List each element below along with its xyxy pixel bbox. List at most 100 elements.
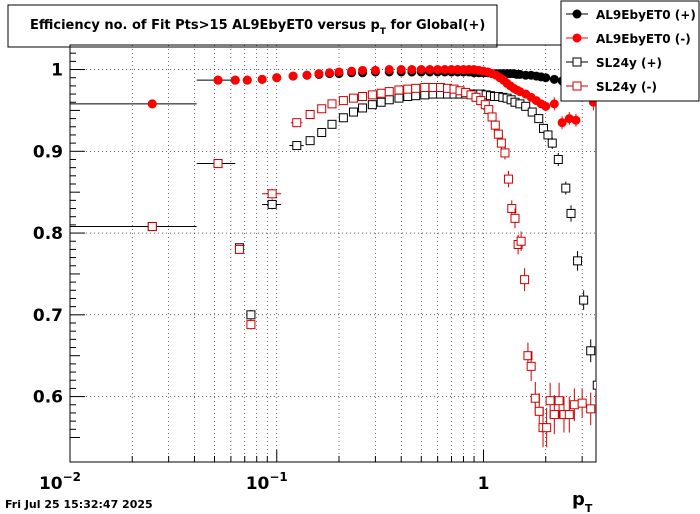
data-point: [358, 92, 368, 102]
data-point: [534, 406, 544, 416]
data-point: [543, 130, 553, 140]
data-point: [358, 103, 368, 113]
data-point: [338, 113, 348, 123]
data-point: [394, 85, 404, 95]
legend-entry: AL9EbyET0 (+): [566, 8, 696, 22]
data-point: [327, 99, 337, 109]
data-point: [416, 65, 426, 75]
data-point: [500, 148, 510, 158]
data-point: [288, 71, 298, 81]
data-point: [384, 65, 394, 75]
data-point: [586, 404, 596, 414]
data-point: [549, 74, 559, 84]
y-tick-label: 0.7: [33, 306, 63, 326]
grid-lines: [69, 45, 596, 462]
data-point: [213, 75, 223, 85]
y-tick-label: 1: [51, 61, 63, 81]
data-point: [338, 96, 348, 106]
data-point: [549, 99, 559, 109]
legend-marker: [572, 81, 582, 91]
data-point: [302, 70, 312, 80]
data-point: [571, 115, 581, 125]
data-point: [367, 100, 377, 110]
data-point: [490, 120, 500, 130]
data-marks: [70, 65, 607, 448]
data-point: [246, 310, 256, 320]
data-point: [242, 75, 252, 85]
data-point: [516, 236, 526, 246]
data-point: [526, 361, 536, 371]
data-point: [599, 383, 607, 391]
data-point: [317, 127, 327, 137]
data-point: [403, 84, 413, 94]
series-1: [147, 65, 596, 130]
data-point: [147, 99, 157, 109]
data-point: [564, 410, 574, 420]
data-point: [503, 174, 513, 184]
data-point: [586, 346, 596, 356]
legend-entry: SL24y (-): [566, 80, 657, 94]
tick-labels: 0.6 0.7 0.8 0.9 1 10−2 10−1 1: [33, 61, 490, 494]
data-point: [425, 65, 435, 75]
series-3: [147, 83, 596, 448]
legend-label: SL24y (-): [596, 80, 657, 94]
data-point: [257, 74, 267, 84]
data-point: [569, 400, 579, 410]
data-point: [520, 275, 530, 285]
data-point: [370, 65, 380, 75]
data-point: [484, 105, 494, 115]
data-point: [493, 129, 503, 139]
x-tick-label: 10−2: [39, 470, 81, 494]
data-point: [213, 159, 223, 169]
data-point: [384, 95, 394, 105]
data-point: [384, 87, 394, 97]
data-point: [496, 138, 506, 148]
data-point: [530, 393, 540, 403]
data-point: [547, 138, 557, 148]
data-point: [534, 114, 544, 124]
data-point: [403, 92, 413, 102]
data-point: [230, 75, 240, 85]
data-point: [367, 90, 377, 100]
data-point: [267, 199, 277, 209]
title-box: [7, 4, 498, 48]
data-point: [561, 183, 571, 193]
data-point: [348, 93, 358, 103]
data-point: [527, 107, 537, 117]
data-point: [411, 83, 421, 93]
data-point: [411, 91, 421, 101]
data-point: [541, 73, 551, 83]
data-point: [507, 204, 517, 214]
axis-ticks: [69, 44, 583, 462]
data-point: [566, 208, 576, 218]
data-point: [358, 65, 368, 75]
data-point: [272, 73, 282, 83]
data-point: [428, 83, 438, 93]
data-point: [376, 97, 386, 107]
data-point: [545, 396, 555, 406]
legend: AL9EbyET0 (+) AL9EbyET0 (-) SL24y (+) SL24y…: [560, 0, 700, 102]
data-point: [394, 93, 404, 103]
x-tick-label: 1: [478, 474, 490, 494]
data-point: [542, 423, 552, 433]
legend-marker: [572, 33, 582, 43]
data-point: [147, 222, 157, 232]
data-point: [267, 189, 277, 199]
data-point: [234, 244, 244, 254]
legend-label: AL9EbyET0 (+): [596, 8, 696, 22]
data-point: [487, 112, 497, 122]
data-point: [553, 154, 563, 164]
data-point: [523, 351, 533, 361]
data-point: [407, 65, 417, 75]
data-point: [292, 141, 302, 151]
legend-marker: [572, 57, 582, 67]
data-point: [348, 107, 358, 117]
data-point: [573, 256, 583, 266]
data-point: [327, 119, 337, 129]
timestamp: Fri Jul 25 15:32:47 2025: [5, 498, 153, 511]
chart-title: Efficiency no. of Fit Pts>15 AL9EbyET0 v…: [30, 18, 485, 37]
data-point: [595, 393, 596, 403]
data-point: [549, 410, 559, 420]
data-point: [347, 66, 357, 76]
